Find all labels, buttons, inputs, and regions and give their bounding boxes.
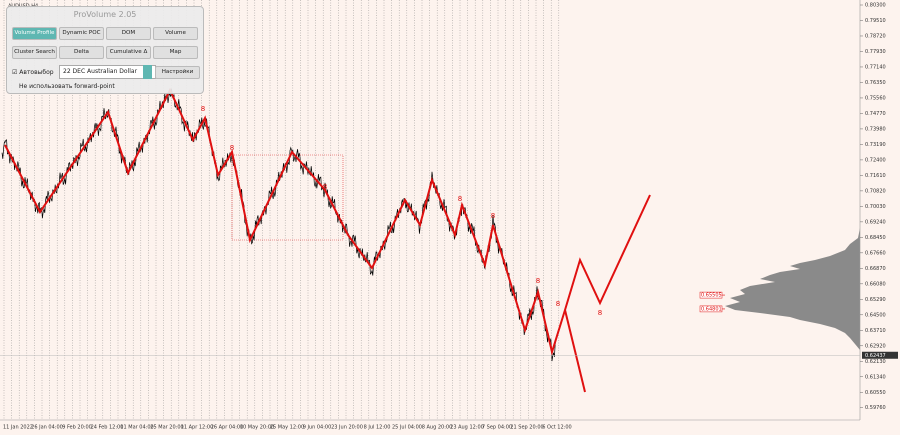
y-tick-label: 0.60550	[865, 390, 886, 396]
x-tick-label: 9 Jun 04:00	[303, 425, 332, 431]
y-tick-label: 0.74770	[865, 111, 886, 117]
x-tick-label: 25 Jul 04:00	[392, 425, 422, 431]
current-price-label: 0.62437	[865, 353, 886, 359]
level-label: 0.65505	[701, 293, 722, 299]
y-tick-label: 0.67660	[865, 250, 886, 256]
y-tick-label: 0.63710	[865, 328, 886, 334]
current-price-box	[862, 351, 898, 359]
y-tick-label: 0.70030	[865, 204, 886, 210]
y-tick-label: 0.78720	[865, 33, 886, 39]
panel-button[interactable]: Volume Profile	[12, 27, 57, 40]
y-tick-label: 0.77140	[865, 64, 886, 70]
x-tick-label: 23 Aug 12:00	[450, 425, 484, 431]
y-tick-label: 0.70820	[865, 188, 886, 194]
x-tick-label: 9 Feb 20:00	[62, 425, 92, 431]
y-tick-label: 0.61340	[865, 374, 886, 380]
x-tick-label: 11 Apr 12:00	[181, 425, 214, 431]
y-tick-label: 0.64500	[865, 312, 886, 318]
panel-button[interactable]: Volume	[153, 27, 198, 40]
x-tick-label: 10 May 20:00	[240, 425, 274, 431]
provolume-panel: ProVolume 2.05 Volume Profile Dynamic POC…	[6, 6, 204, 94]
panel-button[interactable]: Cluster Search	[12, 46, 57, 59]
auto-select[interactable]: ☑ Автовыбор	[12, 69, 54, 76]
zigzag	[4, 87, 651, 356]
instrument-select[interactable]: 22 DEC Australian Dollar	[59, 65, 156, 79]
y-tick-label: 0.75560	[865, 95, 886, 101]
y-tick-label: 0.62920	[865, 343, 886, 349]
wave-mark: 8	[323, 183, 327, 191]
level-label: 0.64801	[701, 306, 722, 312]
x-tick-label: 25 May 12:00	[270, 425, 304, 431]
panel-button[interactable]: Delta	[59, 46, 104, 59]
x-tick-label: 24 Feb 12:00	[91, 425, 124, 431]
zigzag-branch	[564, 309, 586, 393]
x-tick-label: 25 Mar 20:00	[150, 425, 183, 431]
y-tick-label: 0.73190	[865, 142, 886, 148]
y-tick-label: 0.66080	[865, 281, 886, 287]
forward-point: Не использовать forward-point	[19, 83, 115, 90]
wave-mark: 8	[536, 277, 540, 285]
y-tick-label: 0.69240	[865, 219, 886, 225]
y-tick-label: 0.76350	[865, 80, 886, 86]
auto-select-label: Автовыбор	[19, 69, 54, 76]
y-tick-label: 0.72400	[865, 157, 886, 163]
wave-mark: 8	[230, 144, 234, 152]
panel-button[interactable]: Cumulative Δ	[106, 46, 151, 59]
wave-mark: 8	[556, 300, 560, 308]
x-tick-label: 8 Aug 20:00	[422, 425, 453, 431]
x-tick-label: 26 Apr 04:00	[211, 425, 244, 431]
x-tick-label: 7 Sep 04:00	[482, 425, 512, 431]
y-tick-label: 0.66870	[865, 266, 886, 272]
y-tick-label: 0.79510	[865, 18, 886, 24]
panel-button[interactable]: DOM	[106, 27, 151, 40]
x-tick-label: 21 Sep 20:00	[510, 425, 543, 431]
y-tick-label: 0.80300	[865, 3, 886, 9]
wave-mark: 8	[491, 212, 495, 220]
dropdown-arrow[interactable]	[143, 65, 152, 79]
x-tick-label: 11 Mar 04:00	[120, 425, 153, 431]
settings-button[interactable]: Настройки	[155, 66, 200, 79]
wave-mark: 8	[201, 105, 205, 113]
panel-title: ProVolume 2.05	[73, 10, 137, 19]
y-tick-label: 0.77930	[865, 49, 886, 55]
wave-mark: 8	[598, 309, 602, 317]
x-tick-label: 8 Jul 12:00	[364, 425, 391, 431]
y-tick-label: 0.65290	[865, 297, 886, 303]
x-tick-label: 11 Jan 2022	[3, 425, 33, 431]
volume-profile	[725, 228, 860, 350]
instrument: 22 DEC Australian Dollar	[63, 68, 138, 75]
y-tick-label: 0.73980	[865, 126, 886, 132]
x-tick-label: 6 Oct 12:00	[542, 425, 571, 431]
y-tick-label: 0.71610	[865, 173, 886, 179]
level-box	[699, 291, 723, 299]
y-tick-label: 0.59760	[865, 405, 886, 411]
panel-button[interactable]: Dynamic POC	[59, 27, 104, 40]
level-box	[699, 305, 723, 313]
x-tick-label: 26 Jan 04:00	[31, 425, 63, 431]
panel-button[interactable]: Map	[153, 46, 198, 59]
x-tick-label: 23 Jun 20:00	[331, 425, 363, 431]
wave-mark: 8	[458, 195, 462, 203]
y-tick-label: 0.62130	[865, 359, 886, 365]
y-tick-label: 0.68450	[865, 235, 886, 241]
